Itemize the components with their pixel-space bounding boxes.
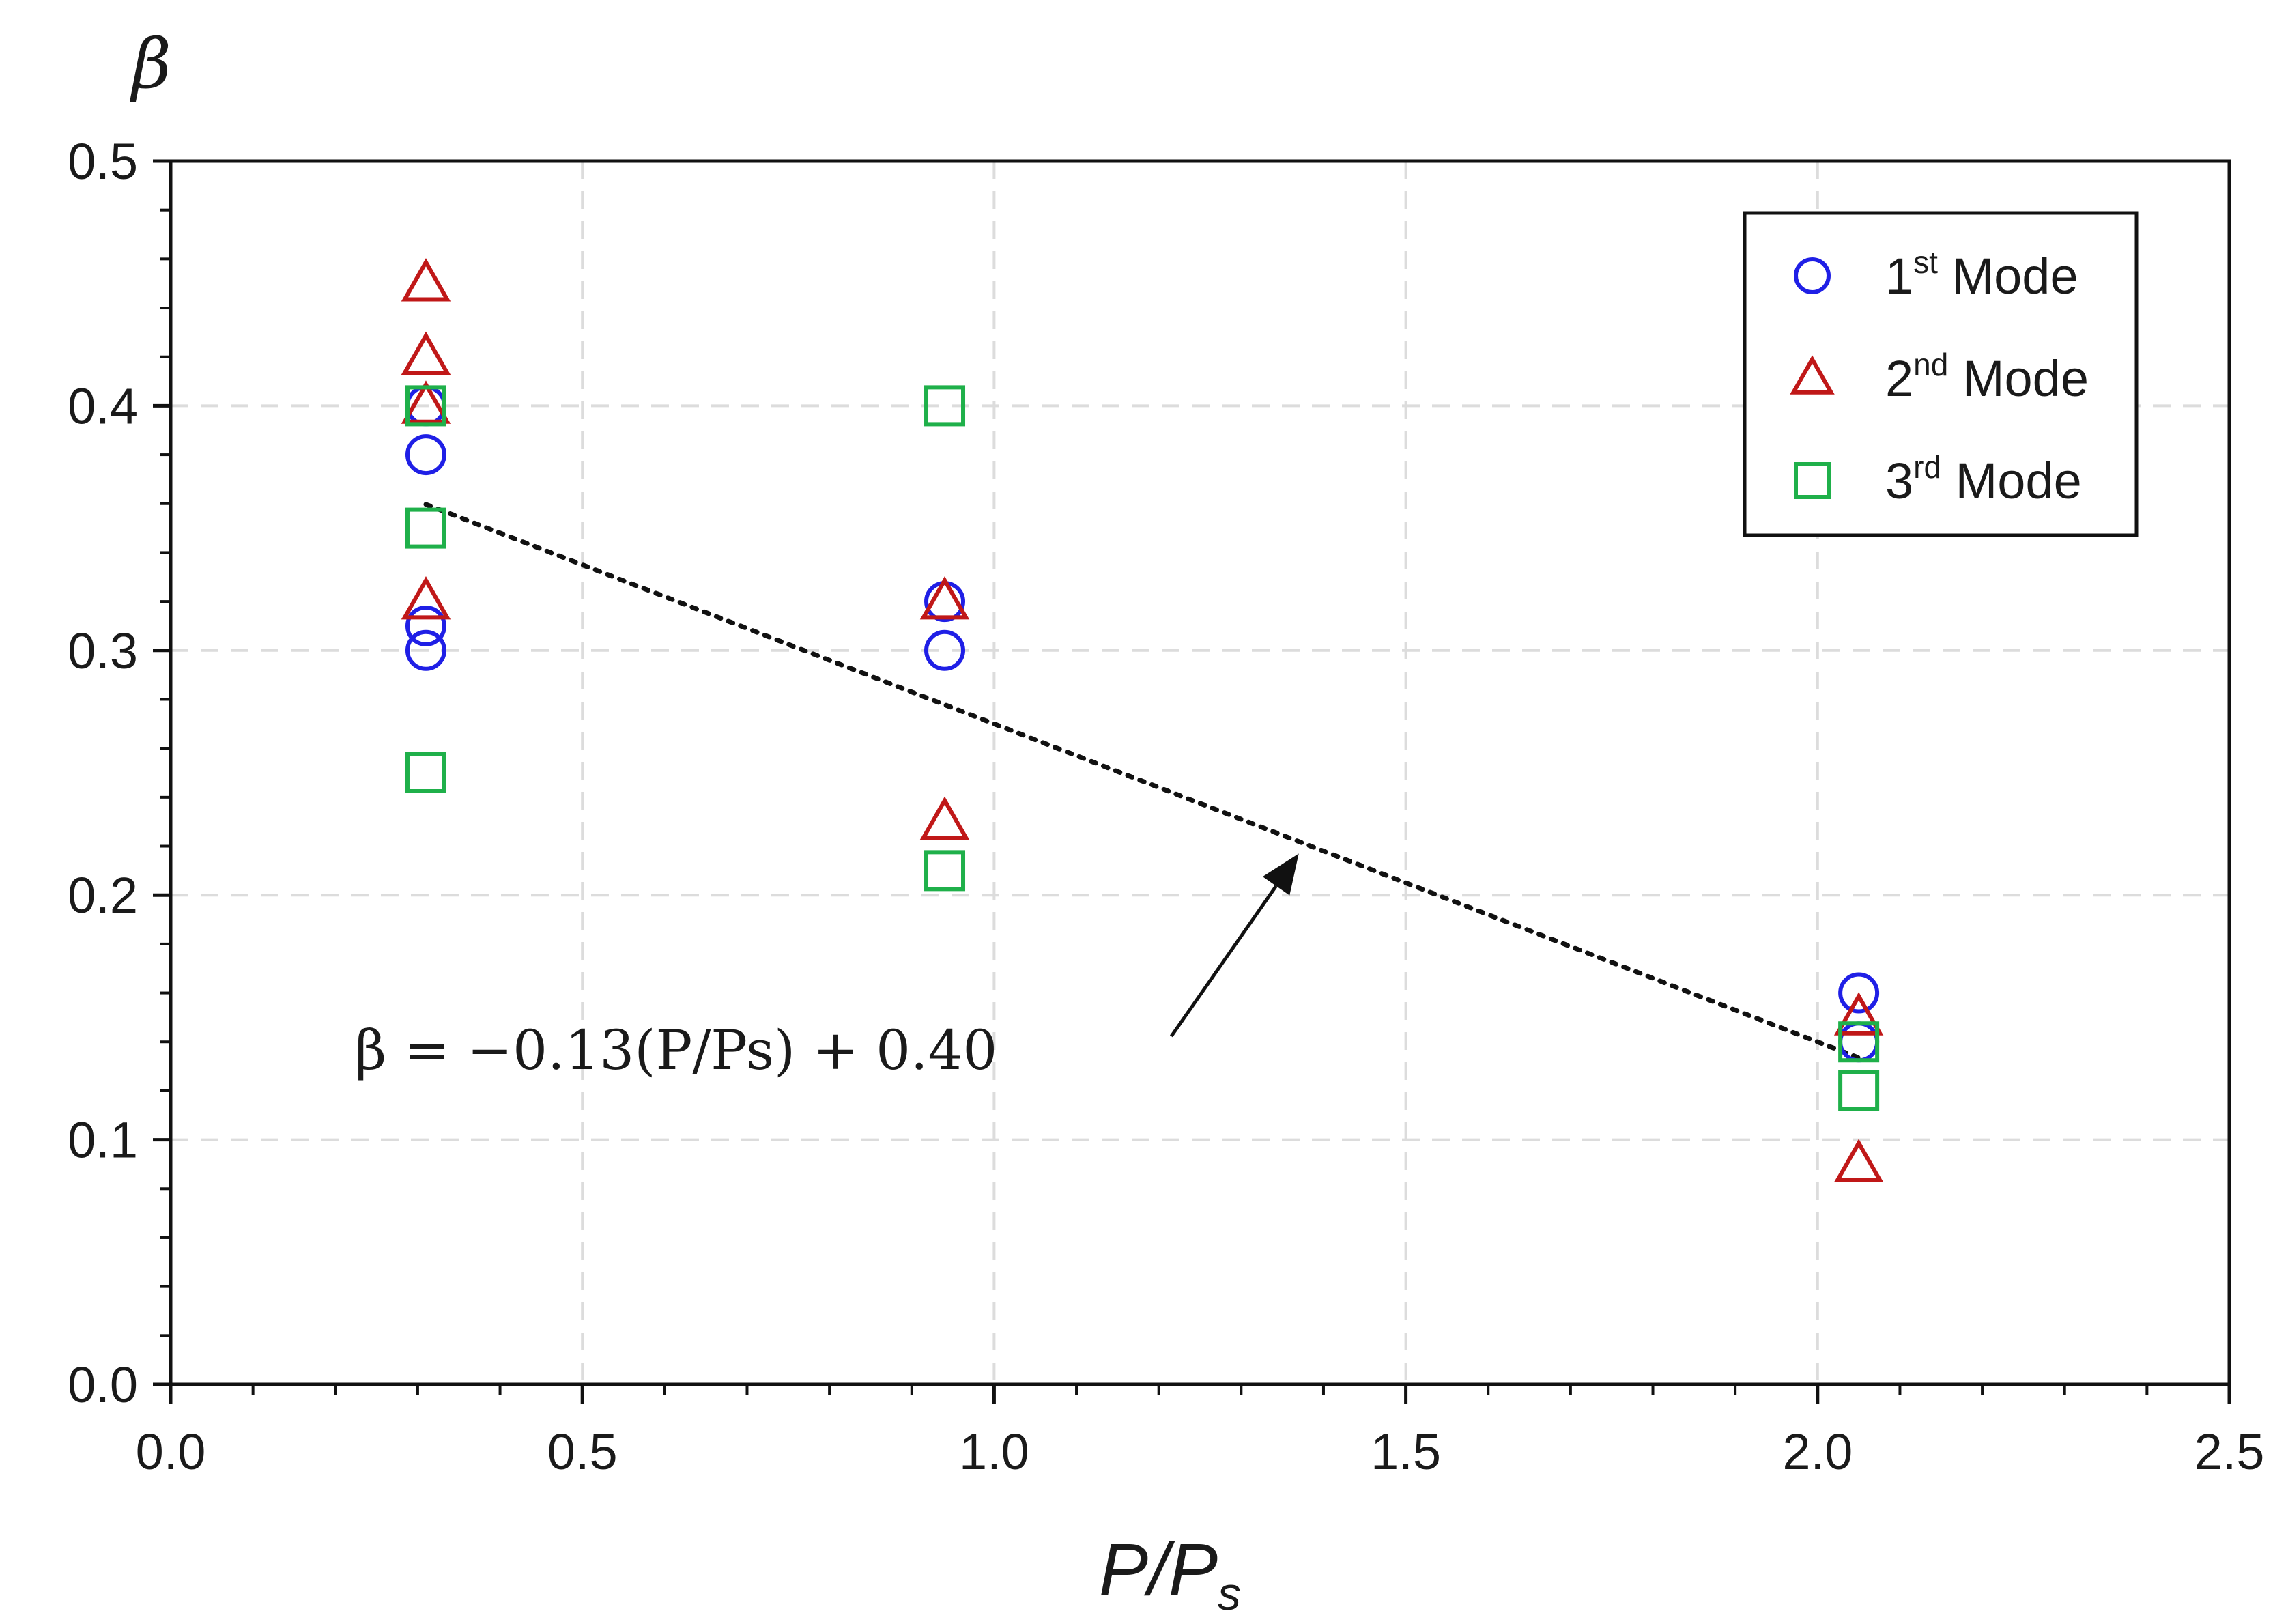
legend-label-superscript: nd bbox=[1913, 347, 1948, 382]
y-tick-label: 0.4 bbox=[68, 377, 138, 434]
data-point-square bbox=[405, 385, 446, 427]
equation-label: β = −0.13(P/Ps) + 0.40 bbox=[355, 1018, 997, 1082]
legend-label: 1st Mode bbox=[1885, 244, 2078, 304]
data-point-triangle bbox=[401, 380, 451, 424]
y-tick-label: 0.1 bbox=[68, 1112, 138, 1169]
series-3 bbox=[405, 385, 1880, 1111]
legend-label-number: 2 bbox=[1885, 350, 1913, 407]
trendline bbox=[423, 502, 1861, 1061]
legend-label-superscript: rd bbox=[1913, 449, 1941, 485]
y-tick-label: 0.2 bbox=[68, 867, 138, 924]
x-axis-title-main: P/P bbox=[1099, 1528, 1218, 1610]
data-point-square bbox=[924, 385, 966, 427]
data-point-square bbox=[1838, 1070, 1880, 1111]
data-point-square bbox=[405, 752, 446, 793]
data-point-triangle bbox=[401, 576, 451, 620]
x-tick-label: 0.0 bbox=[136, 1423, 206, 1480]
x-tick-label: 1.0 bbox=[959, 1423, 1029, 1480]
legend-label-word: Mode bbox=[1948, 350, 2089, 407]
tick-labels: 0.0 0.5 1.0 1.5 2.0 2.5 0.0 0.1 0.2 0.3 0.4 0.5 bbox=[68, 133, 2264, 1480]
legend-label: 3rd Mode bbox=[1885, 449, 2082, 509]
data-point-triangle bbox=[1833, 1139, 1884, 1182]
data-point-circle bbox=[405, 629, 446, 671]
legend-marker-triangle bbox=[1790, 355, 1835, 395]
data-point-triangle bbox=[1833, 992, 1884, 1036]
grid-lines bbox=[171, 161, 2229, 1384]
data-point-triangle bbox=[919, 796, 970, 840]
equation-annotation: β = −0.13(P/Ps) + 0.40 bbox=[355, 853, 1299, 1082]
plot-frame bbox=[169, 159, 2231, 1386]
legend-box bbox=[1743, 211, 2139, 537]
data-point-triangle bbox=[401, 258, 451, 302]
x-axis-title: P/Ps bbox=[1099, 1528, 1241, 1620]
data-point-circle bbox=[405, 605, 446, 646]
series-2 bbox=[401, 258, 1884, 1182]
x-tick-label: 2.5 bbox=[2194, 1423, 2265, 1480]
legend-marker-circle bbox=[1794, 257, 1831, 294]
legend-label-word: Mode bbox=[1938, 248, 2078, 304]
x-axis-title-subscript: s bbox=[1218, 1568, 1241, 1620]
y-tick-label: 0.0 bbox=[68, 1356, 138, 1413]
data-point-square bbox=[1838, 1021, 1880, 1063]
data-point-square bbox=[405, 507, 446, 549]
legend-label-number: 3 bbox=[1885, 453, 1913, 509]
legend-label-superscript: st bbox=[1913, 244, 1938, 280]
x-tick-label: 1.5 bbox=[1371, 1423, 1441, 1480]
data-points bbox=[401, 258, 1884, 1182]
data-point-triangle bbox=[919, 576, 970, 620]
x-tick-label: 0.5 bbox=[547, 1423, 618, 1480]
legend-label: 2nd Mode bbox=[1885, 347, 2089, 407]
legend-label-word: Mode bbox=[1941, 453, 2082, 509]
data-point-circle bbox=[1838, 972, 1880, 1014]
annotation-arrow bbox=[1169, 885, 1278, 1038]
data-point-circle bbox=[924, 629, 966, 671]
legend-label-number: 1 bbox=[1885, 248, 1913, 304]
legend-marker-square bbox=[1794, 462, 1831, 499]
trendline-layer bbox=[423, 502, 1861, 1061]
data-point-square bbox=[924, 850, 966, 892]
annotation-arrowhead bbox=[1262, 853, 1299, 896]
data-point-circle bbox=[405, 434, 446, 476]
y-axis-title: β bbox=[129, 24, 171, 104]
x-tick-label: 2.0 bbox=[1782, 1423, 1853, 1480]
axis-ticks bbox=[153, 159, 2231, 1404]
y-tick-label: 0.3 bbox=[68, 623, 138, 679]
y-tick-label: 0.5 bbox=[68, 133, 138, 190]
data-point-triangle bbox=[401, 331, 451, 375]
